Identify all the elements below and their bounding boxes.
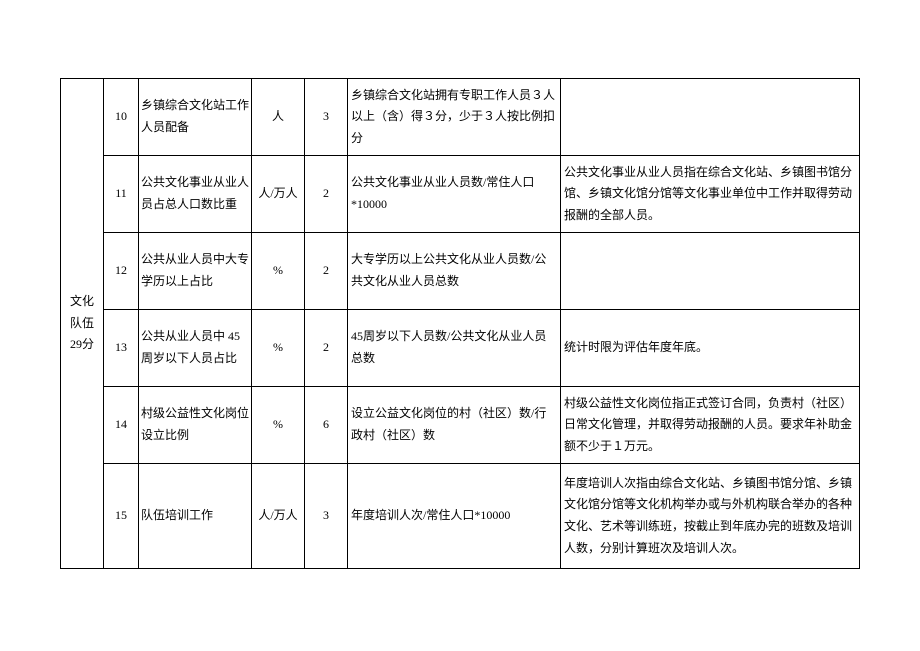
- score-cell: 2: [305, 310, 348, 387]
- indicator-name: 公共从业人员中大专学历以上占比: [139, 233, 252, 310]
- table-row: 13 公共从业人员中 45 周岁以下人员占比 % 2 45周岁以下人员数/公共文…: [61, 310, 860, 387]
- row-number: 14: [104, 387, 139, 464]
- score-cell: 2: [305, 156, 348, 233]
- description-cell: 年度培训人次/常住人口*10000: [348, 464, 561, 569]
- indicator-name: 公共从业人员中 45 周岁以下人员占比: [139, 310, 252, 387]
- indicator-name: 公共文化事业从业人员占总人口数比重: [139, 156, 252, 233]
- category-cell: 文化队伍29分: [61, 79, 104, 569]
- row-number: 12: [104, 233, 139, 310]
- score-cell: 2: [305, 233, 348, 310]
- note-cell: 年度培训人次指由综合文化站、乡镇图书馆分馆、乡镇文化馆分馆等文化机构举办或与外机…: [561, 464, 860, 569]
- unit-cell: 人/万人: [252, 156, 305, 233]
- table-row: 12 公共从业人员中大专学历以上占比 % 2 大专学历以上公共文化从业人员数/公…: [61, 233, 860, 310]
- description-cell: 乡镇综合文化站拥有专职工作人员３人以上（含）得３分，少于３人按比例扣分: [348, 79, 561, 156]
- table-row: 11 公共文化事业从业人员占总人口数比重 人/万人 2 公共文化事业从业人员数/…: [61, 156, 860, 233]
- row-number: 10: [104, 79, 139, 156]
- unit-cell: 人/万人: [252, 464, 305, 569]
- description-cell: 设立公益文化岗位的村（社区）数/行政村（社区）数: [348, 387, 561, 464]
- score-cell: 3: [305, 79, 348, 156]
- unit-cell: %: [252, 387, 305, 464]
- unit-cell: %: [252, 233, 305, 310]
- note-cell: 公共文化事业从业人员指在综合文化站、乡镇图书馆分馆、乡镇文化馆分馆等文化事业单位…: [561, 156, 860, 233]
- indicator-name: 村级公益性文化岗位设立比例: [139, 387, 252, 464]
- indicator-name: 队伍培训工作: [139, 464, 252, 569]
- description-cell: 45周岁以下人员数/公共文化从业人员总数: [348, 310, 561, 387]
- row-number: 13: [104, 310, 139, 387]
- description-cell: 公共文化事业从业人员数/常住人口*10000: [348, 156, 561, 233]
- table-row: 15 队伍培训工作 人/万人 3 年度培训人次/常住人口*10000 年度培训人…: [61, 464, 860, 569]
- row-number: 11: [104, 156, 139, 233]
- indicator-name: 乡镇综合文化站工作人员配备: [139, 79, 252, 156]
- table-row: 文化队伍29分 10 乡镇综合文化站工作人员配备 人 3 乡镇综合文化站拥有专职…: [61, 79, 860, 156]
- note-cell: 统计时限为评估年度年底。: [561, 310, 860, 387]
- table-row: 14 村级公益性文化岗位设立比例 % 6 设立公益文化岗位的村（社区）数/行政村…: [61, 387, 860, 464]
- score-cell: 6: [305, 387, 348, 464]
- unit-cell: %: [252, 310, 305, 387]
- note-cell: [561, 79, 860, 156]
- note-cell: [561, 233, 860, 310]
- description-cell: 大专学历以上公共文化从业人员数/公共文化从业人员总数: [348, 233, 561, 310]
- row-number: 15: [104, 464, 139, 569]
- evaluation-table: 文化队伍29分 10 乡镇综合文化站工作人员配备 人 3 乡镇综合文化站拥有专职…: [60, 78, 860, 569]
- note-cell: 村级公益性文化岗位指正式签订合同，负责村（社区）日常文化管理，并取得劳动报酬的人…: [561, 387, 860, 464]
- score-cell: 3: [305, 464, 348, 569]
- unit-cell: 人: [252, 79, 305, 156]
